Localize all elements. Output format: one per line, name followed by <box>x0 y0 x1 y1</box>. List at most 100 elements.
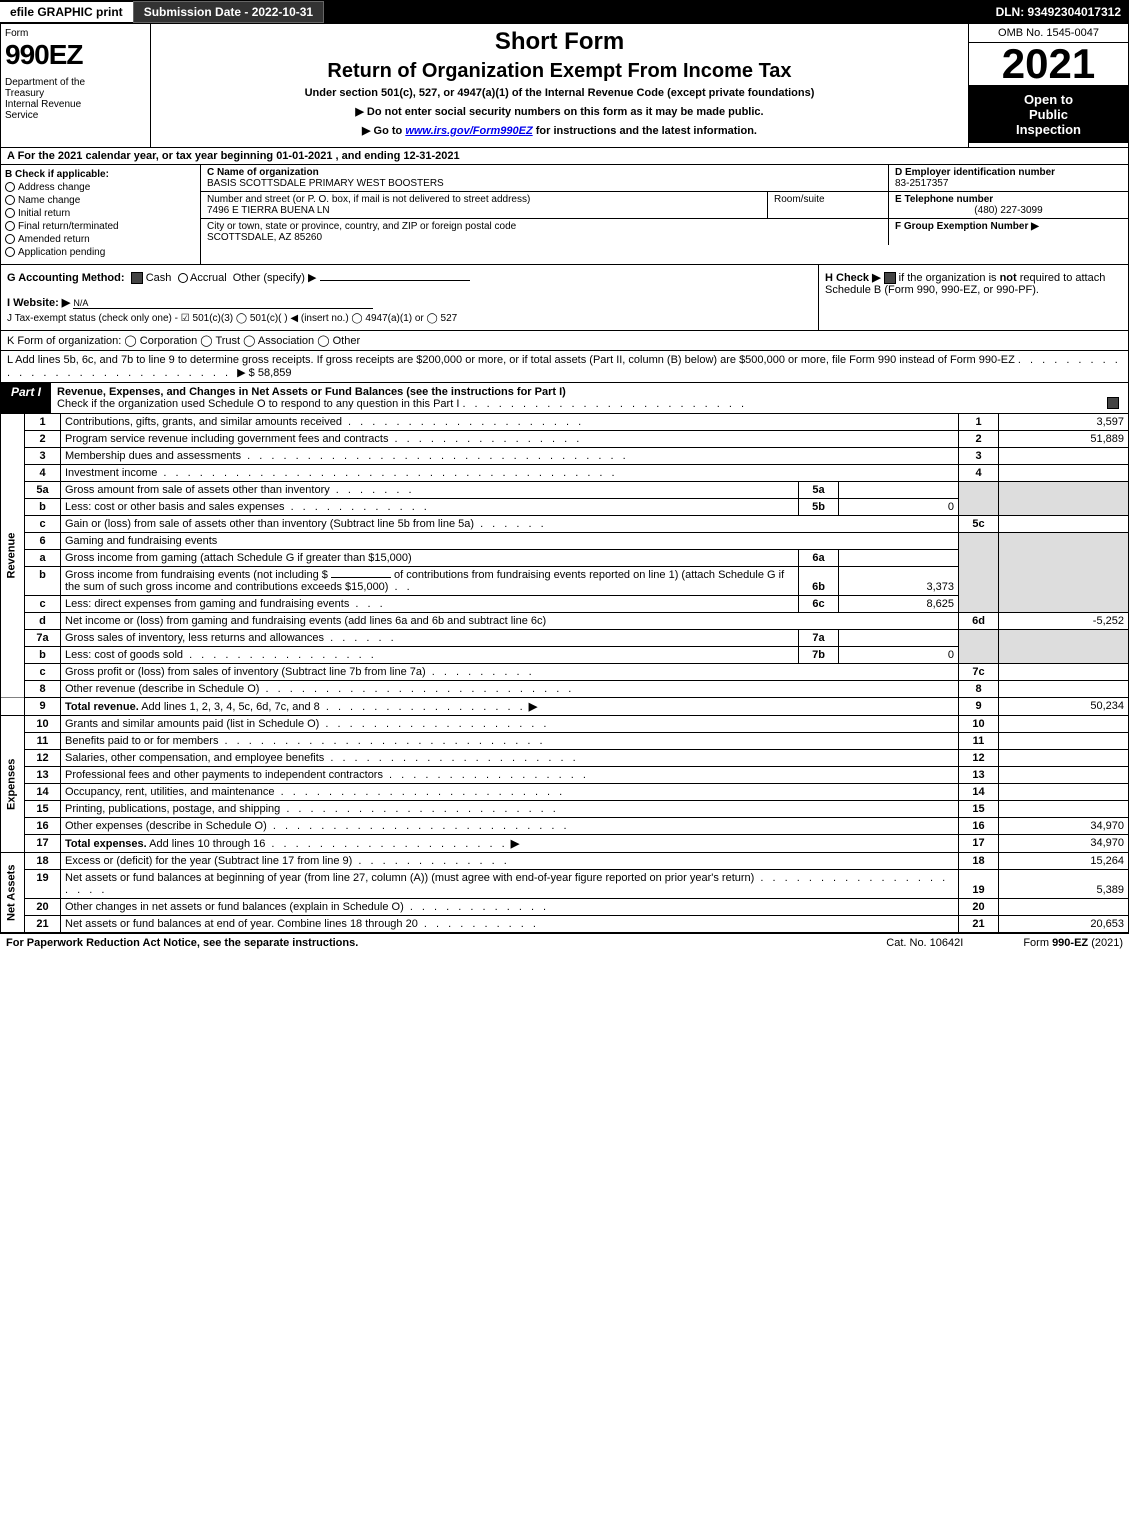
form-header: Form 990EZ Department of theTreasuryInte… <box>0 24 1129 148</box>
line-9: 9 Total revenue. Add lines 1, 2, 3, 4, 5… <box>1 698 1129 716</box>
public-label: Public <box>1029 107 1068 122</box>
return-title: Return of Organization Exempt From Incom… <box>161 60 958 83</box>
line-20: 20 Other changes in net assets or fund b… <box>1 899 1129 916</box>
check-final-return[interactable]: Final return/terminated <box>5 221 196 232</box>
footer: For Paperwork Reduction Act Notice, see … <box>0 933 1129 952</box>
header-left: Form 990EZ Department of theTreasuryInte… <box>1 24 151 147</box>
form-word: Form <box>5 28 146 39</box>
open-label: Open to <box>1024 92 1073 107</box>
line-15: 15 Printing, publications, postage, and … <box>1 801 1129 818</box>
line-6d: d Net income or (loss) from gaming and f… <box>1 613 1129 630</box>
part1-title: Revenue, Expenses, and Changes in Net As… <box>57 386 566 398</box>
org-name-row: C Name of organization BASIS SCOTTSDALE … <box>201 165 888 192</box>
h-label: H Check ▶ <box>825 272 881 284</box>
row-l: L Add lines 5b, 6c, and 7b to line 9 to … <box>0 351 1129 383</box>
line-10: Expenses 10 Grants and similar amounts p… <box>1 716 1129 733</box>
g-label: G Accounting Method: <box>7 272 125 284</box>
cash-check-icon[interactable] <box>131 272 143 284</box>
website-value: N/A <box>73 298 373 309</box>
line-14: 14 Occupancy, rent, utilities, and maint… <box>1 784 1129 801</box>
city-row: City or town, state or province, country… <box>201 219 888 245</box>
room-label: Room/suite <box>774 194 825 205</box>
goto-link: ▶ Go to www.irs.gov/Form990EZ for instru… <box>161 124 958 137</box>
expenses-side-label: Expenses <box>1 716 25 853</box>
line-5c: c Gain or (loss) from sale of assets oth… <box>1 516 1129 533</box>
col-b-checkboxes: B Check if applicable: Address change Na… <box>1 165 201 264</box>
city-label: City or town, state or province, country… <box>207 221 516 232</box>
org-name: BASIS SCOTTSDALE PRIMARY WEST BOOSTERS <box>207 178 444 189</box>
e-label: E Telephone number <box>895 194 993 205</box>
other-label: Other (specify) ▶ <box>233 272 317 284</box>
l-amount: ▶ $ 58,859 <box>237 367 291 379</box>
check-application-pending[interactable]: Application pending <box>5 247 196 258</box>
submission-tab: Submission Date - 2022-10-31 <box>133 1 324 23</box>
check-name-change[interactable]: Name change <box>5 195 196 206</box>
dln-label: DLN: 93492304017312 <box>996 5 1129 19</box>
row-g: G Accounting Method: Cash Accrual Other … <box>7 271 812 284</box>
check-initial-return[interactable]: Initial return <box>5 208 196 219</box>
inspection-label: Inspection <box>1016 122 1081 137</box>
address-row: Number and street (or P. O. box, if mail… <box>201 192 888 219</box>
part1-check-text: Check if the organization used Schedule … <box>57 398 459 410</box>
row-h: H Check ▶ if the organization is not req… <box>818 265 1128 330</box>
open-inspection: Open to Public Inspection <box>969 86 1128 143</box>
other-specify-line[interactable] <box>320 280 470 281</box>
top-bar: efile GRAPHIC print Submission Date - 20… <box>0 0 1129 24</box>
ssn-warning: ▶ Do not enter social security numbers o… <box>161 105 958 118</box>
part1-lines-table: Revenue 1 Contributions, gifts, grants, … <box>0 414 1129 933</box>
part1-desc: Revenue, Expenses, and Changes in Net As… <box>51 383 1098 413</box>
line-18: Net Assets 18 Excess or (deficit) for th… <box>1 853 1129 870</box>
netassets-side-label: Net Assets <box>1 853 25 933</box>
d-label: D Employer identification number <box>895 167 1055 178</box>
line-11: 11 Benefits paid to or for members . . .… <box>1 733 1129 750</box>
line-8: 8 Other revenue (describe in Schedule O)… <box>1 681 1129 698</box>
row-g-h-i: G Accounting Method: Cash Accrual Other … <box>0 265 1129 331</box>
cat-number: Cat. No. 10642I <box>886 937 963 949</box>
col-cde: C Name of organization BASIS SCOTTSDALE … <box>201 165 1128 264</box>
line-13: 13 Professional fees and other payments … <box>1 767 1129 784</box>
col-def: D Employer identification number 83-2517… <box>888 165 1128 245</box>
line-12: 12 Salaries, other compensation, and emp… <box>1 750 1129 767</box>
ein-row: D Employer identification number 83-2517… <box>889 165 1128 192</box>
street-label: Number and street (or P. O. box, if mail… <box>207 194 530 205</box>
form-ref: Form 990-EZ (2021) <box>1023 937 1123 949</box>
group-row: F Group Exemption Number ▶ <box>889 219 1128 234</box>
street-value: 7496 E TIERRA BUENA LN <box>207 205 330 216</box>
row-a-calendar: A For the 2021 calendar year, or tax yea… <box>0 148 1129 165</box>
line-1: Revenue 1 Contributions, gifts, grants, … <box>1 414 1129 431</box>
phone-row: E Telephone number (480) 227-3099 <box>889 192 1128 219</box>
irs-link[interactable]: www.irs.gov/Form990EZ <box>405 125 532 137</box>
part1-header-row: Part I Revenue, Expenses, and Changes in… <box>0 383 1129 414</box>
line-17: 17 Total expenses. Add lines 10 through … <box>1 835 1129 853</box>
b-label: B Check if applicable: <box>5 169 196 180</box>
c-label: C Name of organization <box>207 167 319 178</box>
under-section: Under section 501(c), 527, or 4947(a)(1)… <box>161 87 958 99</box>
row-i: I Website: ▶ N/A <box>7 296 812 309</box>
check-address-change[interactable]: Address change <box>5 182 196 193</box>
ein-value: 83-2517357 <box>895 178 948 189</box>
part1-checkbox[interactable] <box>1098 383 1128 413</box>
line-2: 2 Program service revenue including gove… <box>1 431 1129 448</box>
accrual-label: Accrual <box>190 272 227 284</box>
l-text: L Add lines 5b, 6c, and 7b to line 9 to … <box>7 354 1015 366</box>
line-4: 4 Investment income . . . . . . . . . . … <box>1 465 1129 482</box>
row-k: K Form of organization: ◯ Corporation ◯ … <box>0 331 1129 351</box>
header-center: Short Form Return of Organization Exempt… <box>151 24 968 147</box>
check-amended-return[interactable]: Amended return <box>5 234 196 245</box>
line-19: 19 Net assets or fund balances at beginn… <box>1 870 1129 899</box>
short-form-title: Short Form <box>161 28 958 56</box>
left-gi: G Accounting Method: Cash Accrual Other … <box>1 265 818 330</box>
f-label: F Group Exemption Number ▶ <box>895 221 1039 232</box>
revenue-side-label: Revenue <box>1 414 25 698</box>
line-21: 21 Net assets or fund balances at end of… <box>1 916 1129 933</box>
efile-tab[interactable]: efile GRAPHIC print <box>0 2 133 22</box>
section-b-through-f: B Check if applicable: Address change Na… <box>0 165 1129 265</box>
line-6: 6 Gaming and fundraising events <box>1 533 1129 550</box>
h-check-icon[interactable] <box>884 272 896 284</box>
accrual-check-icon[interactable] <box>178 273 188 283</box>
part1-label: Part I <box>1 383 51 413</box>
i-label: I Website: ▶ <box>7 297 70 309</box>
line-7c: c Gross profit or (loss) from sales of i… <box>1 664 1129 681</box>
room-cell: Room/suite <box>768 192 888 218</box>
city-value: SCOTTSDALE, AZ 85260 <box>207 232 322 243</box>
